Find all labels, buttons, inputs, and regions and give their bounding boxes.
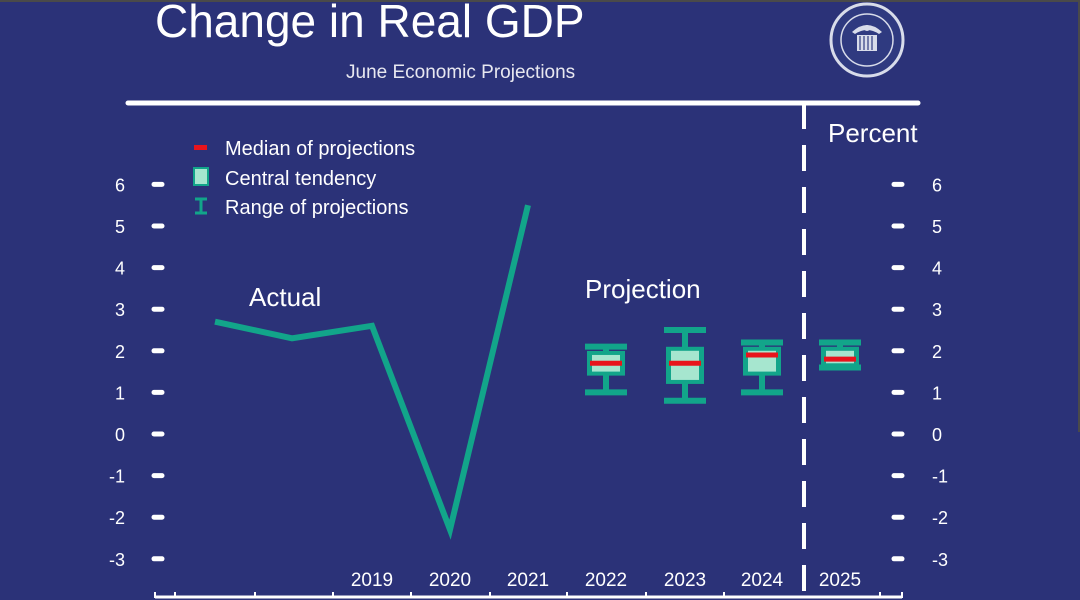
projection-box-2022 <box>585 343 627 396</box>
projection-boxes <box>585 327 861 404</box>
x-tick-label: 2024 <box>741 570 784 591</box>
y-axis-right: 6 5 4 3 2 1 0 -1 -2 -3 <box>891 175 948 570</box>
projection-box-2024 <box>741 339 783 396</box>
projection-box-2023 <box>664 327 706 404</box>
y-tick-label-left: -2 <box>109 508 125 528</box>
projection-annotation: Projection <box>585 274 701 304</box>
x-axis: 2019 2020 2021 2022 2023 2024 2025 <box>154 570 903 599</box>
y-tick-label-right: 2 <box>932 342 942 362</box>
legend-range-swatch <box>195 197 207 215</box>
y-tick-label-left: 5 <box>115 217 125 237</box>
window-right-border <box>1078 0 1080 432</box>
legend: Median of projections Central tendency R… <box>193 138 415 219</box>
y-axis-left: 6 5 4 3 2 1 0 -1 -2 -3 <box>109 175 165 570</box>
y-tick-label-right: 6 <box>932 175 942 195</box>
x-tick-label: 2021 <box>507 570 549 591</box>
x-tick-label: 2022 <box>585 570 627 591</box>
legend-central-swatch <box>193 167 209 186</box>
y-tick-label-left: -3 <box>109 550 125 570</box>
y-tick-label-right: 3 <box>932 300 942 320</box>
chart-title: Change in Real GDP <box>155 0 585 47</box>
legend-median-label: Median of projections <box>225 138 415 160</box>
y-tick-label-left: 0 <box>115 425 125 445</box>
projection-box-2025 <box>819 339 861 371</box>
x-tick-label: 2025 <box>819 570 861 591</box>
y-axis-unit-label: Percent <box>828 118 918 148</box>
y-tick-label-left: -1 <box>109 467 125 487</box>
y-tick-label-right: 1 <box>932 383 942 403</box>
window-top-border <box>0 0 1080 2</box>
y-tick-label-left: 1 <box>115 383 125 403</box>
actual-gdp-line <box>214 204 531 540</box>
y-tick-label-left: 4 <box>115 259 125 279</box>
legend-range-label: Range of projections <box>225 197 408 219</box>
x-tick-label: 2023 <box>664 570 706 591</box>
legend-median-swatch <box>194 145 207 150</box>
y-tick-label-left: 3 <box>115 300 125 320</box>
y-tick-label-right: -3 <box>932 550 948 570</box>
y-tick-label-right: 5 <box>932 217 942 237</box>
x-tick-label: 2020 <box>429 570 471 591</box>
y-tick-label-left: 6 <box>115 175 125 195</box>
chart-subtitle: June Economic Projections <box>346 62 576 83</box>
federal-reserve-seal-icon <box>829 2 905 78</box>
y-tick-label-right: -2 <box>932 508 948 528</box>
y-tick-label-left: 2 <box>115 342 125 362</box>
actual-annotation: Actual <box>249 282 321 312</box>
x-tick-label: 2019 <box>351 570 393 591</box>
legend-central-label: Central tendency <box>225 168 376 190</box>
y-tick-label-right: -1 <box>932 467 948 487</box>
y-tick-label-right: 0 <box>932 425 942 445</box>
actual-points <box>214 205 529 530</box>
y-tick-label-right: 4 <box>932 259 942 279</box>
